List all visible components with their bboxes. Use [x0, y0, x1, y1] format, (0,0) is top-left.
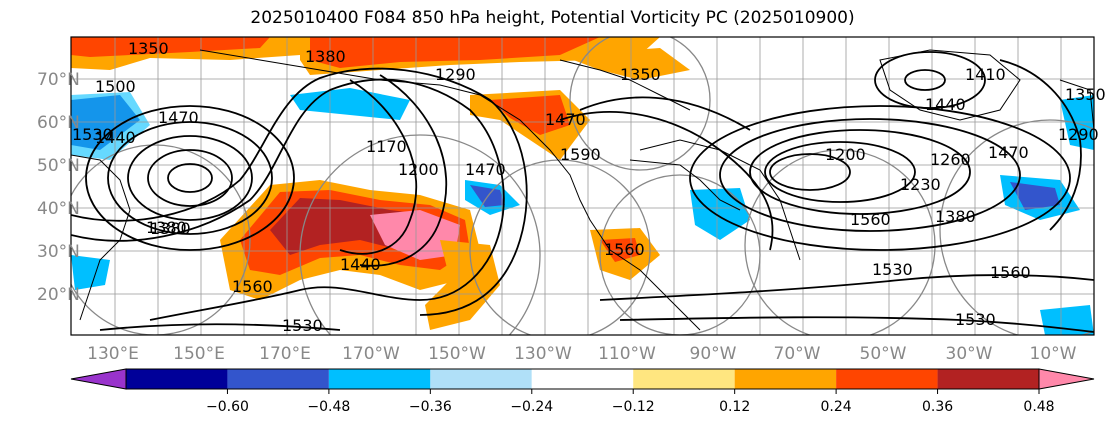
colorbar-extend-high: [1038, 368, 1095, 390]
colorbar-tick-label: −0.24: [510, 399, 553, 415]
contour-label: 1380: [935, 207, 976, 226]
contour-label: 1440: [95, 128, 136, 147]
coastlines: [71, 49, 1094, 331]
contour-label: 1410: [965, 65, 1006, 84]
map-frame: [70, 36, 1095, 336]
contour-label: 1440: [925, 95, 966, 114]
pv-region: [560, 48, 690, 80]
lon-label: 170°W: [342, 344, 400, 364]
contour-label: 1560: [990, 263, 1031, 282]
contour-label: 1560: [850, 210, 891, 229]
pv-region: [600, 238, 640, 262]
lat-label: 20°N: [37, 285, 80, 305]
lon-label: 130°W: [514, 344, 572, 364]
contour-label: 1440: [340, 255, 381, 274]
colorbar-swatch: [126, 369, 228, 389]
contour-label: 1290: [1058, 125, 1099, 144]
pv-region: [690, 188, 750, 240]
colorbar-tick-label: −0.12: [612, 399, 655, 415]
lon-label: 70°W: [774, 344, 821, 364]
contour-label: 1530: [282, 316, 323, 335]
colorbar-swatch: [633, 369, 735, 389]
lat-axis: 70°N 60°N 50°N 40°N 30°N 20°N: [37, 70, 80, 305]
lon-label: 150°W: [428, 344, 486, 364]
lat-label: 50°N: [37, 156, 80, 176]
range-rings: [71, 37, 1094, 335]
contour-label: 1470: [545, 110, 586, 129]
colorbar-extend-low: [70, 368, 127, 390]
pv-region: [71, 37, 270, 57]
chart-title: 2025010400 F084 850 hPa height, Potentia…: [250, 8, 855, 28]
colorbar-swatch: [328, 369, 431, 389]
lat-label: 40°N: [37, 199, 80, 219]
lon-label: 150°E: [173, 344, 225, 364]
contour-label: 1530: [72, 125, 113, 144]
contour-label: 1560: [232, 277, 273, 296]
contour-label: 1170: [366, 137, 407, 156]
pv-region: [1060, 95, 1094, 150]
contour-label: 1530: [872, 260, 913, 279]
colorbar-swatch: [836, 369, 938, 389]
contour-label: 1230: [900, 175, 941, 194]
colorbar-tick-label: 0.48: [1023, 399, 1054, 415]
contour-label: 1260: [930, 150, 971, 169]
pv-region: [425, 240, 500, 330]
contour-label: 1200: [398, 160, 439, 179]
colorbar-tick-label: −0.60: [206, 399, 249, 415]
colorbar-frame: [125, 368, 1040, 390]
pv-region: [71, 255, 110, 290]
lon-label: 30°W: [946, 344, 993, 364]
contour-label: 1200: [825, 145, 866, 164]
contour-label: 1380: [146, 218, 187, 237]
pv-region: [71, 92, 150, 160]
colorbar-swatch: [734, 369, 837, 389]
lon-label: 10°W: [1030, 344, 1077, 364]
contour-label: 1380: [305, 47, 346, 66]
contour-label: 1350: [620, 65, 661, 84]
contour-label: 1470: [988, 143, 1029, 162]
lon-label: 50°W: [860, 344, 907, 364]
pv-region: [370, 210, 460, 260]
lat-label: 30°N: [37, 242, 80, 262]
colorbar-tick-label: −0.48: [307, 399, 350, 415]
lon-label: 130°E: [87, 344, 139, 364]
contour-label: 1530: [955, 310, 996, 329]
colorbar-tick-label: −0.36: [409, 399, 452, 415]
contour-labels: 1350 1380 1500 1530 1440 1470 1290 1350 …: [72, 39, 1105, 335]
contour-label: 1500: [95, 77, 136, 96]
lat-label: 70°N: [37, 70, 80, 90]
colorbar-swatch: [430, 369, 532, 389]
contour-label: 1290: [435, 65, 476, 84]
contour-label: 1470: [158, 108, 199, 127]
lon-label: 170°E: [259, 344, 311, 364]
lon-axis: 130°E 150°E 170°E 170°W 150°W 130°W 110°…: [87, 344, 1077, 364]
pv-region: [490, 95, 570, 135]
colorbar-swatch: [937, 369, 1039, 389]
contour-label: 1350: [128, 39, 169, 58]
contour-label: 1350: [1065, 85, 1105, 104]
colorbar-swatch: [531, 369, 634, 389]
colorbar-swatch: [227, 369, 329, 389]
lon-label: 110°W: [598, 344, 656, 364]
colorbar-tick-label: 0.24: [821, 399, 852, 415]
colorbar: −0.60 −0.48 −0.36 −0.24 −0.12 0.12 0.24 0.36 0.4…: [70, 368, 1095, 415]
lon-label: 90°W: [690, 344, 737, 364]
contour-label: 1380: [150, 219, 191, 238]
contour-label: 1470: [465, 160, 506, 179]
colorbar-tick-label: 0.36: [922, 399, 953, 415]
pv-region: [1010, 182, 1060, 210]
pv-region: [310, 37, 600, 68]
contour-label: 1590: [560, 145, 601, 164]
graticule: [71, 37, 1094, 335]
colorbar-tick-label: 0.12: [719, 399, 750, 415]
contour-label: 1560: [604, 240, 645, 259]
height-contours: [71, 51, 1094, 333]
lat-label: 60°N: [37, 113, 80, 133]
